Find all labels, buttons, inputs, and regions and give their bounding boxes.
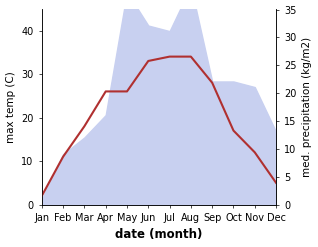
Y-axis label: med. precipitation (kg/m2): med. precipitation (kg/m2) xyxy=(302,37,313,177)
X-axis label: date (month): date (month) xyxy=(115,228,203,242)
Y-axis label: max temp (C): max temp (C) xyxy=(5,71,16,143)
